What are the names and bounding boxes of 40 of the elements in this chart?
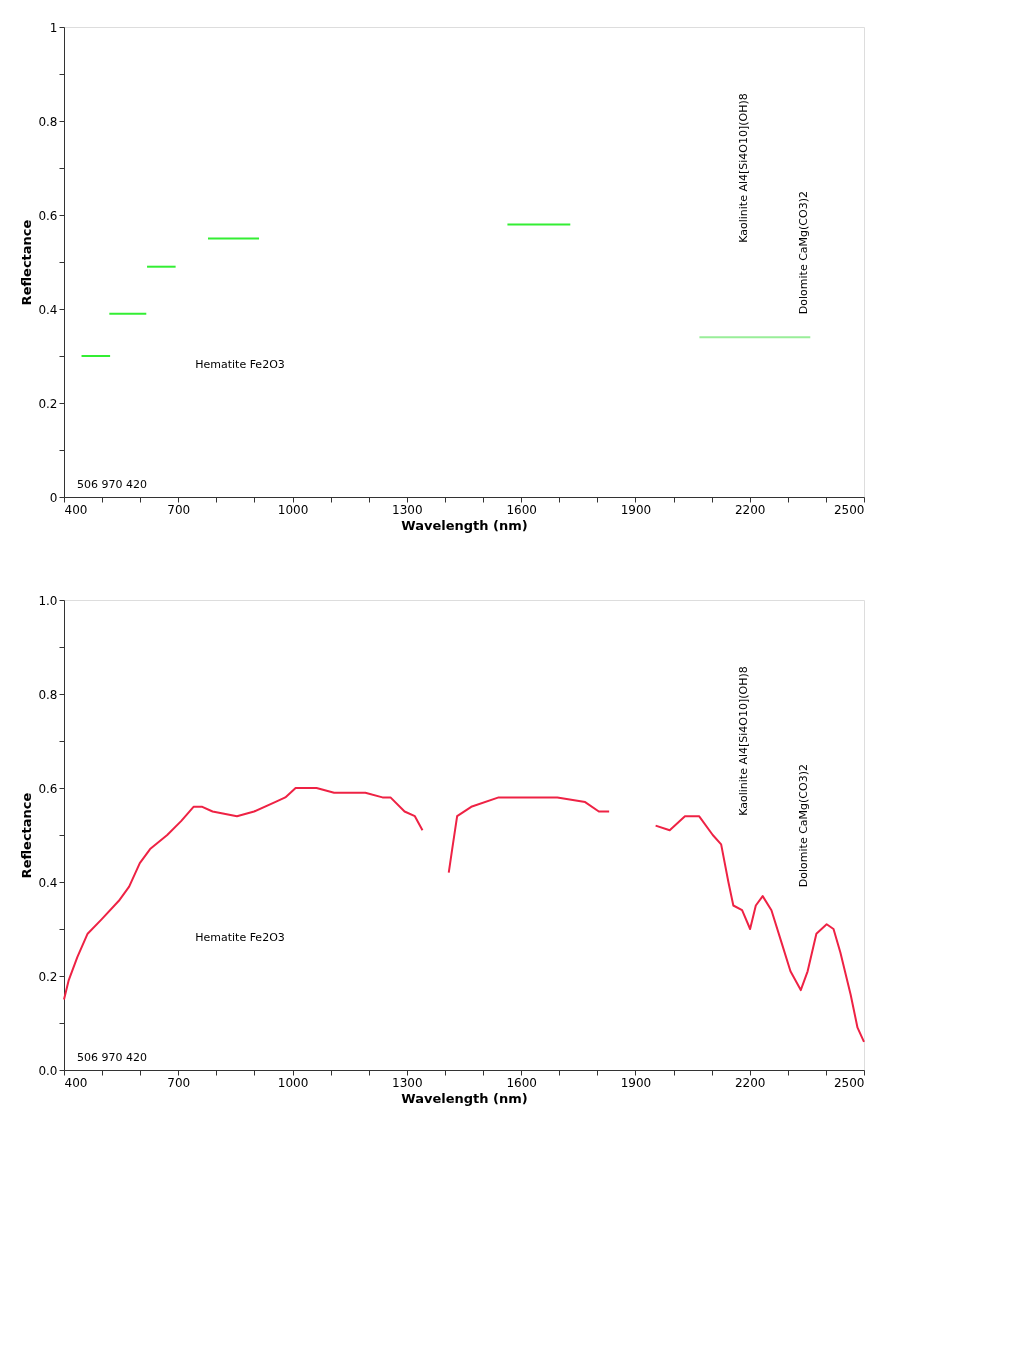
x-tick-label: 1300 — [392, 1075, 423, 1090]
y-tick-label: 1.0 — [38, 593, 58, 608]
y-tick-label: 0.2 — [38, 396, 58, 411]
x-tick-label: 1600 — [506, 502, 537, 517]
x-tick-label: 1900 — [620, 502, 652, 517]
x-tick-label: 1900 — [620, 1075, 652, 1090]
y-tick-label: 0.8 — [38, 114, 58, 129]
y-tick-label: 0.2 — [38, 969, 58, 984]
y-tick-label: 0 — [49, 490, 58, 505]
annotation: Hematite Fe2O3 — [195, 358, 285, 372]
annotation: Kaolinite Al4[Si4O10](OH)8 — [737, 93, 750, 243]
x-axis-title: Wavelength (nm) — [401, 1090, 528, 1106]
y-tick-label: 0.4 — [38, 302, 58, 317]
annotation: Kaolinite Al4[Si4O10](OH)8 — [737, 666, 750, 816]
y-tick-label: 1 — [49, 20, 58, 35]
x-tick-label: 1000 — [277, 502, 309, 517]
x-tick-label: 1300 — [392, 502, 423, 517]
x-tick-label: 400 — [64, 502, 88, 517]
x-axis-title: Wavelength (nm) — [401, 517, 528, 533]
x-tick-label: 400 — [64, 1075, 88, 1090]
x-tick-label: 2200 — [734, 502, 766, 517]
y-tick-label: 0.0 — [38, 1063, 58, 1078]
annotation: 506 970 420 — [77, 477, 147, 491]
x-tick-label: 700 — [167, 1075, 191, 1090]
y-axis-title: Reflectance — [19, 792, 35, 879]
annotation: 506 970 420 — [77, 1050, 147, 1064]
y-tick-label: 0.8 — [38, 687, 58, 702]
x-tick-label: 2500 — [833, 1075, 865, 1090]
x-tick-label: 1600 — [506, 1075, 537, 1090]
annotation: Hematite Fe2O3 — [195, 931, 285, 945]
x-tick-label: 2500 — [833, 502, 865, 517]
x-tick-label: 1000 — [277, 1075, 309, 1090]
annotation: Dolomite CaMg(CO3)2 — [797, 191, 810, 315]
y-axis-title: Reflectance — [19, 219, 35, 306]
x-tick-label: 700 — [167, 502, 191, 517]
y-tick-label: 0.4 — [38, 875, 58, 890]
y-tick-label: 0.6 — [38, 781, 58, 796]
x-tick-label: 2200 — [734, 1075, 766, 1090]
y-tick-label: 0.6 — [38, 208, 58, 223]
annotation: Dolomite CaMg(CO3)2 — [797, 764, 810, 888]
